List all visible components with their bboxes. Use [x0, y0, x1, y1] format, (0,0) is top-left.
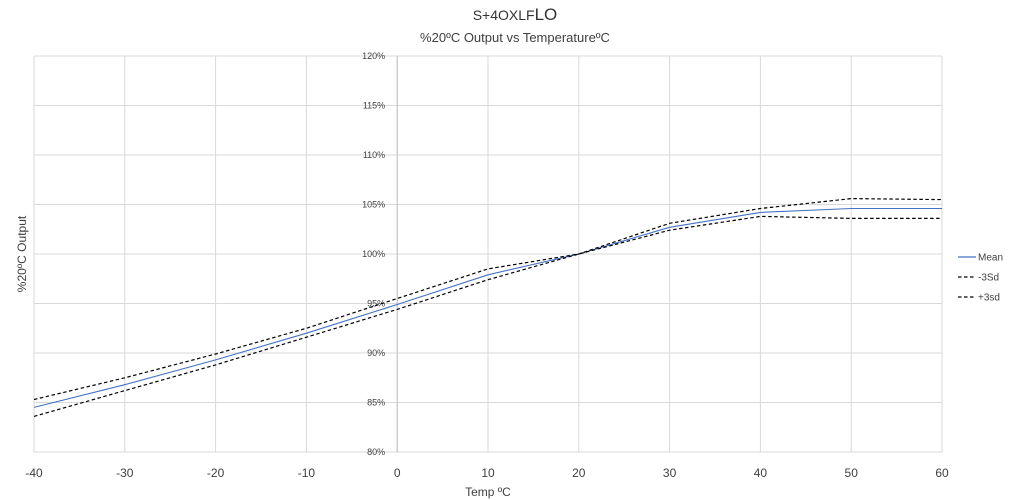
y-axis-title: %20ºC Output [15, 215, 29, 292]
series-lines [33, 198, 943, 417]
y-tick-label: 95% [367, 299, 385, 309]
chart-title-text: S+4OXLFLO [473, 5, 558, 24]
x-tick-label: 60 [935, 466, 949, 480]
chart-title-prefix: S+4OXLF [473, 7, 535, 23]
x-tick-label: -30 [116, 466, 134, 480]
x-axis-title: Temp ºC [465, 485, 511, 499]
chart-subtitle: %20ºC Output vs TemperatureºC [420, 30, 610, 45]
x-tick-label: 50 [845, 466, 859, 480]
x-tick-label: -10 [298, 466, 316, 480]
x-tick-label: -40 [25, 466, 43, 480]
y-tick-label: 85% [367, 398, 385, 408]
y-tick-label: 80% [367, 447, 385, 457]
y-tick-label: 110% [363, 150, 385, 160]
series-line-3sd [33, 215, 942, 417]
x-tick-label: 40 [754, 466, 768, 480]
x-tick-label: 0 [394, 466, 401, 480]
legend-label-3sd: -3Sd [978, 273, 999, 284]
y-tick-label: 90% [367, 348, 385, 358]
grid-lines [34, 56, 942, 452]
series-line-3sd [33, 198, 943, 401]
legend-label-mean: Mean [978, 253, 1003, 264]
y-tick-label: 115% [363, 101, 385, 111]
x-tick-label: 30 [663, 466, 677, 480]
x-tick-label: 20 [572, 466, 586, 480]
legend: Mean -3Sd +3sd [958, 253, 1003, 304]
x-tick-label: 10 [481, 466, 495, 480]
series-line-mean [33, 207, 942, 408]
tick-labels: -40 -30 -20 -10 0 10 20 30 40 50 60 80% 85% 90% 95% 100… [25, 51, 949, 480]
y-tick-label: 120% [362, 51, 385, 61]
x-tick-label: -20 [207, 466, 225, 480]
chart-title-suffix: LO [535, 5, 558, 24]
y-tick-label: 100% [362, 249, 385, 259]
y-tick-label: 105% [362, 200, 385, 210]
legend-label-3sd: +3sd [978, 293, 1000, 304]
chart-title: S+4OXLFLO %20ºC Output vs TemperatureºC [420, 5, 610, 45]
